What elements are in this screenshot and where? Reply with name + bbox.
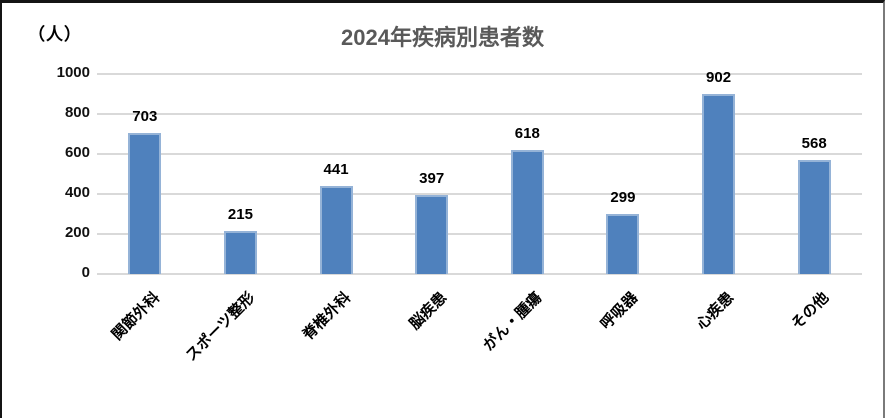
bar-value-label: 299 (610, 189, 636, 207)
bar-value-label: 397 (419, 169, 445, 187)
y-tick-label: 800 (64, 104, 90, 121)
gridline (97, 233, 862, 235)
gridline (97, 113, 862, 115)
bar (319, 185, 353, 274)
y-axis-unit-label: （人） (28, 25, 82, 44)
bar (223, 231, 257, 274)
bar-value-label: 618 (514, 125, 540, 143)
chart-title: 2024年疾病別患者数 (341, 25, 544, 50)
bar (606, 214, 640, 274)
y-tick-label: 1000 (56, 64, 90, 81)
bar (415, 194, 449, 274)
bar-value-label: 703 (132, 108, 158, 126)
x-category-label: その他 (788, 289, 833, 333)
gridline (97, 273, 862, 275)
gridline (97, 73, 862, 75)
gridline (97, 193, 862, 195)
y-tick-label: 400 (64, 184, 90, 201)
y-tick-label: 600 (64, 144, 90, 161)
y-tick-label: 200 (64, 224, 90, 241)
bar (702, 93, 736, 274)
y-tick-label: 0 (81, 264, 90, 281)
bar-value-label: 215 (227, 206, 253, 223)
bar-value-label: 441 (323, 160, 349, 178)
bar (510, 150, 544, 274)
gridline (97, 153, 862, 155)
bar-value-label: 902 (706, 68, 732, 86)
bar (128, 133, 162, 274)
bar-value-label: 568 (801, 135, 827, 153)
bar (797, 160, 831, 274)
plot-area: 703 215 441 397 618 299 902 568 (97, 69, 862, 275)
